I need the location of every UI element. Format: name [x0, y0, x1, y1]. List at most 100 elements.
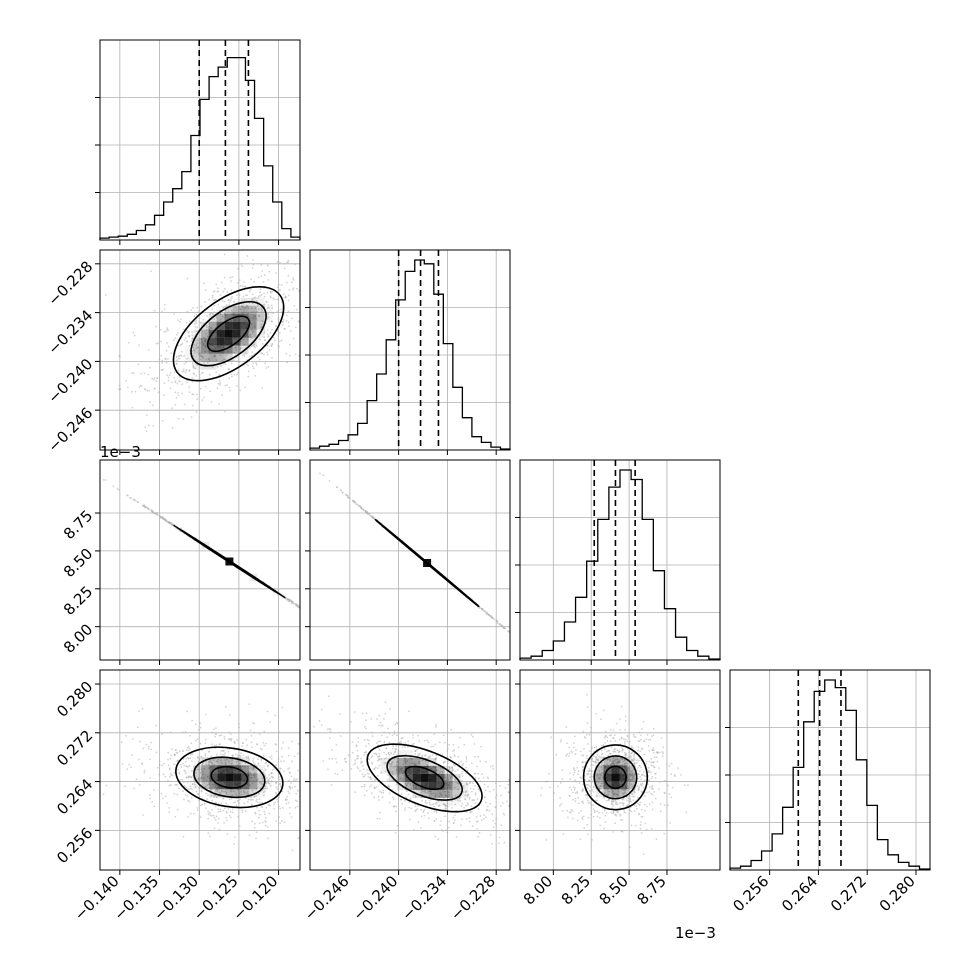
scatter-point	[429, 803, 431, 806]
scatter-point	[446, 762, 449, 765]
density-cell	[240, 337, 249, 346]
scatter-point	[424, 799, 427, 802]
scatter-point	[457, 755, 460, 758]
scatter-point	[643, 779, 646, 782]
scatter-point	[242, 303, 245, 305]
scatter-point	[489, 834, 492, 836]
scatter-point	[171, 774, 174, 777]
scatter-point	[250, 767, 252, 770]
scatter-point	[642, 853, 645, 856]
scatter-point	[229, 733, 232, 735]
density-cell	[201, 765, 210, 774]
scatter-point	[369, 778, 372, 780]
scatter-point	[635, 805, 638, 807]
scatter-point	[403, 799, 406, 802]
density-cell	[216, 337, 225, 346]
scatter-point	[233, 741, 236, 743]
scatter-point	[281, 820, 283, 822]
scatter-point	[576, 766, 579, 769]
scatter-point	[215, 316, 218, 319]
scatter-point	[355, 745, 358, 748]
scatter-point	[166, 374, 169, 377]
scatter-point	[488, 790, 491, 793]
scatter-point	[219, 354, 222, 356]
scatter-point	[438, 795, 441, 798]
scatter-point	[216, 365, 219, 368]
scatter-point	[382, 789, 385, 792]
scatter-point	[279, 331, 281, 334]
scatter-point	[449, 776, 452, 779]
scatter-point	[282, 807, 284, 809]
scatter-point	[335, 744, 338, 746]
density-cell	[209, 773, 218, 782]
scatter-point	[158, 515, 161, 517]
scatter-point	[147, 747, 150, 750]
scatter-point	[205, 763, 208, 766]
density-cell	[444, 773, 453, 782]
scatter-point	[282, 321, 284, 323]
scatter-point	[220, 790, 223, 793]
scatter-point	[472, 735, 474, 738]
scatter-point	[164, 775, 167, 778]
scatter-point	[186, 340, 189, 343]
scatter-point	[168, 775, 171, 778]
scatter-point	[247, 771, 250, 774]
scatter-point	[248, 317, 251, 319]
scatter-point	[199, 816, 202, 819]
scatter-point	[287, 598, 290, 601]
scatter-point	[411, 758, 413, 760]
density-cell	[257, 765, 266, 774]
scatter-point	[603, 792, 606, 794]
scatter-point	[402, 772, 404, 775]
scatter-point	[424, 791, 427, 794]
scatter-point	[214, 786, 216, 789]
scatter-point	[199, 376, 201, 379]
scatter-point	[247, 338, 249, 341]
scatter-point	[241, 745, 244, 748]
scatter-point	[252, 362, 255, 365]
density-cell	[233, 781, 242, 790]
scatter-point	[470, 805, 473, 808]
scatter-point	[448, 826, 450, 829]
density-cell	[257, 781, 266, 790]
scatter-point	[639, 823, 642, 826]
scatter-point	[601, 782, 604, 785]
scatter-point	[289, 787, 292, 790]
scatter-point	[468, 798, 471, 800]
scatter-point	[363, 783, 366, 786]
scatter-point	[433, 805, 435, 808]
scatter-point	[275, 786, 278, 788]
scatter-point	[197, 311, 200, 314]
scatter-point	[494, 782, 497, 785]
scatter-point	[448, 791, 450, 794]
scatter-point	[447, 778, 449, 781]
scatter-point	[432, 792, 435, 795]
scatter-point	[132, 372, 135, 375]
scatter-point	[483, 783, 486, 786]
scatter-point	[397, 773, 400, 776]
scatter-point	[288, 600, 291, 603]
scatter-point	[446, 831, 449, 834]
contour-level-0	[175, 746, 284, 809]
scatter-point	[163, 762, 166, 765]
scatter-point	[255, 345, 258, 347]
scatter-point	[144, 426, 147, 429]
scatter-point	[207, 832, 210, 835]
scatter-point	[361, 761, 364, 764]
scatter-point	[149, 776, 152, 779]
scatter-point	[365, 712, 368, 715]
scatter-point	[227, 368, 230, 371]
scatter-point	[476, 765, 478, 768]
density-cell	[232, 353, 241, 362]
scatter-point	[451, 769, 454, 772]
scatter-point	[168, 784, 171, 787]
scatter-point	[267, 304, 270, 306]
contour-level-2	[210, 765, 249, 789]
scatter-point	[371, 763, 374, 765]
density-cell	[444, 781, 453, 790]
scatter-point	[151, 801, 154, 803]
scatter-point	[491, 764, 494, 767]
scatter-point	[460, 760, 462, 763]
scatter-point	[235, 761, 238, 764]
scatter-point	[480, 608, 483, 610]
